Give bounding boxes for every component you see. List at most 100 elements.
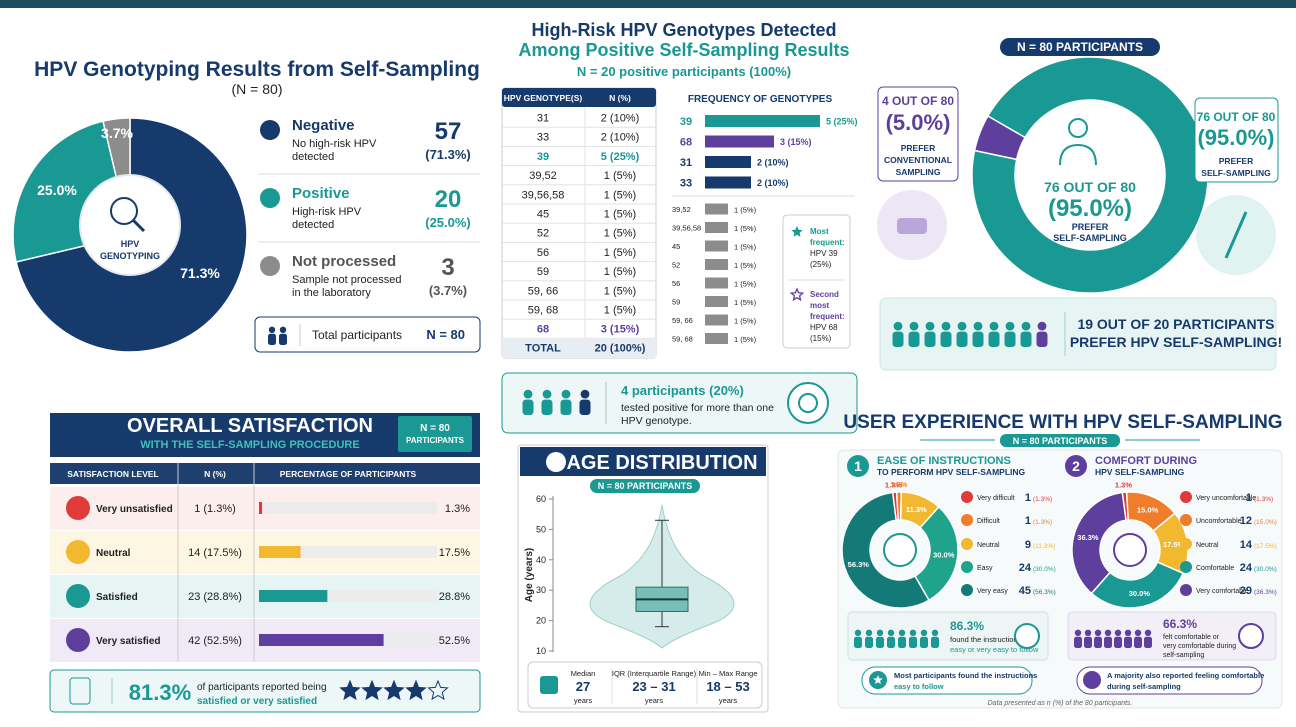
multi-title: 4 participants (20%): [621, 383, 744, 398]
bar-track: [259, 502, 437, 514]
callout-pct: (95.0%): [1197, 125, 1274, 150]
block-title: EASE OF INSTRUCTIONS: [877, 455, 1011, 467]
y-tick-label: 10: [536, 646, 546, 656]
slice-label: 30.0%: [1129, 589, 1151, 598]
summary-pct: 81.3%: [129, 680, 191, 705]
person-icon-body: [865, 637, 873, 648]
count-cell: 23 (28.8%): [188, 591, 242, 603]
person-icon: [1069, 119, 1087, 137]
legend-name: Negative: [292, 117, 355, 134]
footer-text: Most participants found the instructions: [894, 671, 1037, 680]
calendar-icon: [540, 676, 558, 694]
person-icon-head: [1115, 630, 1121, 636]
section-subtitle: N = 20 positive participants (100%): [577, 64, 791, 79]
person-icon-body: [920, 637, 928, 648]
table-cell: 1 (5%): [604, 228, 636, 240]
legend-pct: (71.3%): [425, 147, 471, 162]
slice-label: 15.0%: [1137, 506, 1159, 515]
person-icon-body: [854, 637, 862, 648]
slice-label: 71.3%: [180, 265, 220, 281]
person-icon-body: [542, 400, 553, 415]
block-title: TO PERFORM HPV SELF-SAMPLING: [877, 467, 1026, 477]
person-icon-body: [268, 334, 276, 345]
person-icon-head: [524, 390, 533, 399]
face-icon: [66, 584, 90, 608]
summary-text: satisfied or very satisfied: [197, 696, 317, 707]
multi-text: HPV genotype.: [621, 415, 692, 427]
legend-desc: in the laboratory: [292, 287, 371, 299]
person-icon-body: [957, 332, 968, 347]
value-label: 1.3%: [445, 503, 470, 515]
table-cell: 1 (5%): [604, 189, 636, 201]
category-label: Very unsatisfied: [96, 504, 173, 515]
person-icon-head: [543, 390, 552, 399]
callout-count: 4 OUT OF 80: [882, 94, 954, 108]
legend-count: 20: [435, 186, 462, 213]
legend-pct: (15.0%): [1254, 519, 1277, 526]
center-count: 76 OUT OF 80: [1044, 179, 1136, 195]
badge: [398, 416, 472, 452]
badge-text: N = 80 PARTICIPANTS: [1017, 40, 1143, 54]
bar: [705, 278, 728, 289]
legend-name: Very difficult: [977, 495, 1015, 502]
table-cell: 1 (5%): [604, 247, 636, 259]
legend-pct: (1.3%): [1254, 496, 1273, 503]
bar: [259, 502, 262, 514]
person-icon-head: [1105, 630, 1111, 636]
person-icon-body: [1114, 637, 1122, 648]
face-icon: [66, 628, 90, 652]
summary-text: found the instructions: [950, 635, 1022, 644]
table-header-cell: HPV GENOTYPE(S): [504, 93, 583, 103]
stat-unit: years: [645, 696, 664, 705]
category-label: Very satisfied: [96, 636, 160, 647]
value-label: 1 (5%): [734, 261, 757, 270]
person-icon-head: [866, 630, 872, 636]
legend-name: Easy: [977, 565, 993, 572]
value-label: 3 (15%): [780, 137, 812, 147]
number-text: 2: [1072, 458, 1080, 474]
y-tick-label: 20: [536, 616, 546, 626]
badge-text: N = 80: [420, 423, 450, 434]
person-icon-body: [1134, 637, 1142, 648]
bar: [259, 546, 301, 558]
value-label: 17.5%: [439, 547, 470, 559]
stat-value: 23 – 31: [632, 679, 675, 694]
note-line: most: [810, 301, 829, 310]
person-icon-head: [974, 322, 983, 331]
person-icon-head: [921, 630, 927, 636]
person-icon-body: [887, 637, 895, 648]
table-cell: 20 (100%): [595, 342, 646, 354]
note-line: HPV 68: [810, 323, 838, 332]
legend-count: 14: [1240, 539, 1253, 551]
person-icon-body: [1144, 637, 1152, 648]
value-label: 52.5%: [439, 635, 470, 647]
legend-desc: detected: [292, 151, 334, 163]
table-cell: 31: [537, 113, 549, 125]
table-header-cell: N (%): [609, 93, 631, 103]
table-cell: 56: [537, 247, 549, 259]
section-title: Among Positive Self-Sampling Results: [518, 40, 849, 60]
person-icon-head: [1075, 630, 1081, 636]
person-icon: [1060, 145, 1096, 165]
person-icon-body: [1084, 637, 1092, 648]
legend-pct: (3.7%): [429, 283, 467, 298]
legend-pct: (25.0%): [425, 215, 471, 230]
slice-label: 36.3%: [1077, 533, 1099, 542]
block-title: COMFORT DURING: [1095, 455, 1197, 467]
category-label: 31: [680, 157, 692, 169]
table-cell: 3 (15%): [601, 324, 640, 336]
callout-count: 76 OUT OF 80: [1197, 110, 1276, 124]
callout-label: SELF-SAMPLING: [1201, 168, 1271, 178]
center-label: HPV: [121, 239, 140, 249]
table-cell: 52: [537, 228, 549, 240]
top-strip: [0, 0, 1296, 8]
table-cell: 39: [537, 151, 549, 163]
person-icon-body: [931, 637, 939, 648]
person-icon-body: [1104, 637, 1112, 648]
person-icon-head: [280, 327, 286, 333]
face-icon: [66, 540, 90, 564]
value-label: 1 (5%): [734, 280, 757, 289]
person-icon-head: [855, 630, 861, 636]
person-icon-body: [1094, 637, 1102, 648]
center-label: SELF-SAMPLING: [1053, 233, 1127, 243]
